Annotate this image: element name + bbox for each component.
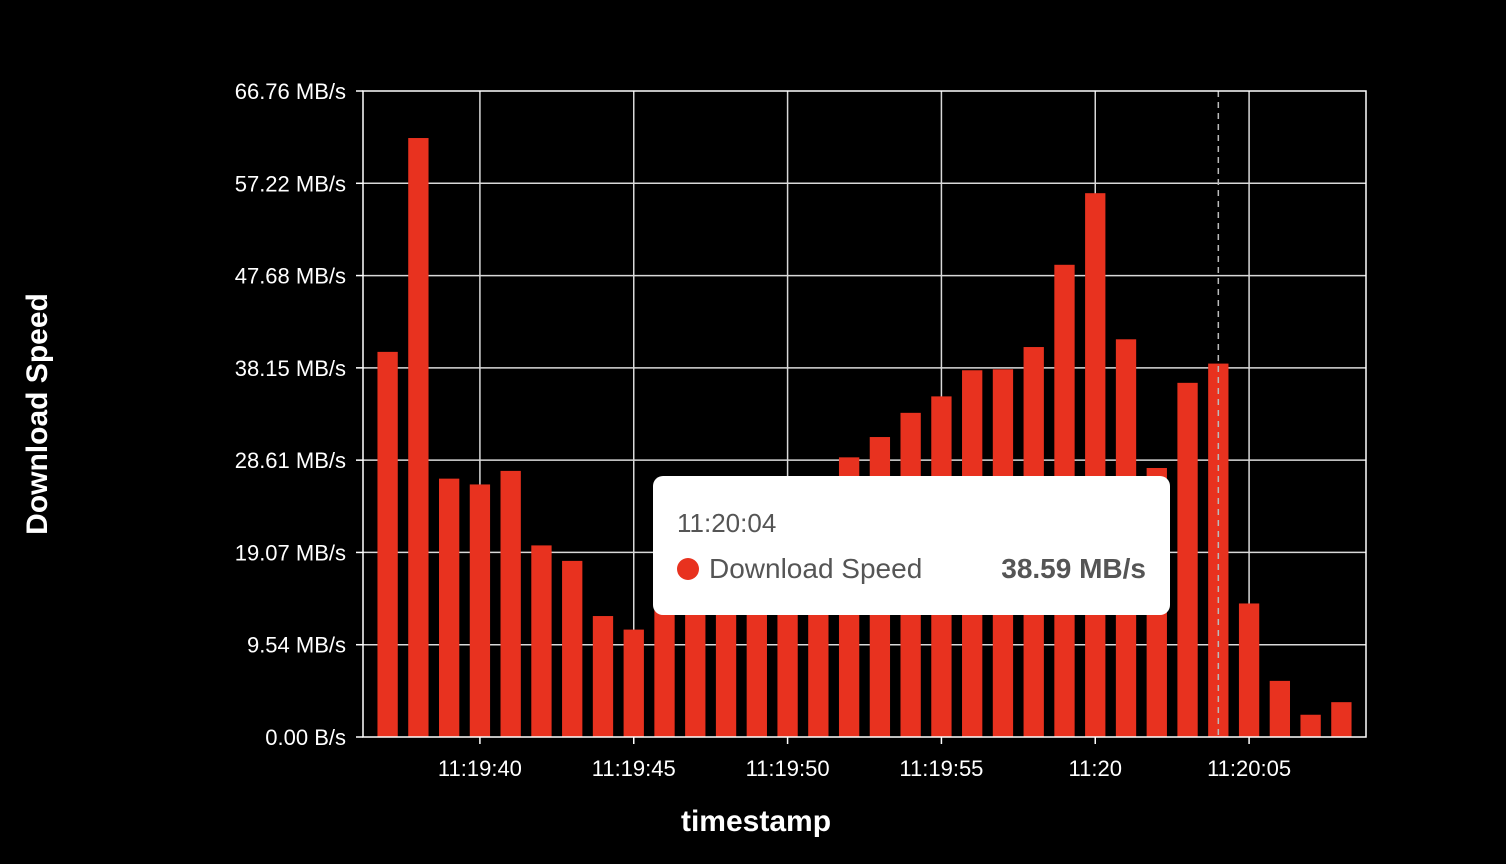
y-axis-title: Download Speed [21, 293, 54, 535]
x-tick-label: 11:20:05 [1207, 756, 1291, 781]
bar[interactable] [438, 478, 460, 737]
y-tick-label: 28.61 MB/s [235, 448, 346, 473]
y-tick-label: 57.22 MB/s [235, 171, 346, 196]
bar[interactable] [1177, 382, 1198, 737]
bar[interactable] [592, 616, 614, 737]
series-color-dot [677, 558, 699, 580]
bar[interactable] [715, 580, 737, 737]
bar[interactable] [1300, 714, 1321, 737]
y-tick-label: 47.68 MB/s [235, 264, 346, 289]
bar[interactable] [562, 560, 583, 737]
bar[interactable] [1269, 680, 1291, 737]
tooltip-time: 11:20:04 [677, 508, 777, 538]
y-tick-label: 0.00 B/s [265, 725, 346, 750]
tooltip-series-name: Download Speed [709, 553, 923, 584]
y-axis-ticks: 0.00 B/s 9.54 MB/s 19.07 MB/s 28.61 MB/s 38.… [235, 79, 363, 750]
y-tick-label: 38.15 MB/s [235, 356, 346, 381]
bar[interactable] [1331, 702, 1352, 737]
x-tick-label: 11:20 [1069, 756, 1122, 781]
bar[interactable] [500, 470, 521, 737]
bar[interactable] [531, 545, 552, 737]
x-tick-label: 11:19:50 [746, 756, 830, 781]
bar[interactable] [685, 593, 706, 737]
x-tick-label: 11:19:45 [592, 756, 676, 781]
tooltip-value: 38.59 MB/s [1001, 553, 1146, 584]
x-tick-label: 11:19:55 [899, 756, 983, 781]
bar[interactable] [1238, 603, 1260, 737]
bar[interactable] [1085, 193, 1106, 737]
y-tick-label: 9.54 MB/s [247, 633, 346, 658]
bars [377, 138, 1352, 737]
x-tick-label: 11:19:40 [438, 756, 522, 781]
bar[interactable] [623, 629, 644, 737]
bar[interactable] [1208, 363, 1229, 737]
x-axis-ticks: 11:19:40 11:19:45 11:19:50 11:19:55 11:20 11:… [438, 737, 1291, 781]
x-axis-title: timestamp [681, 805, 831, 838]
y-tick-label: 19.07 MB/s [235, 540, 346, 565]
plot-frame [362, 90, 1367, 738]
bar[interactable] [408, 138, 429, 737]
bar[interactable] [377, 351, 398, 737]
bar[interactable] [654, 606, 675, 737]
tooltip-row: Download Speed 38.59 MB/s [677, 553, 1146, 584]
bar[interactable] [469, 484, 491, 737]
hover-tooltip: 11:20:04 Download Speed 38.59 MB/s [653, 476, 1170, 615]
y-tick-label: 66.76 MB/s [235, 79, 346, 104]
